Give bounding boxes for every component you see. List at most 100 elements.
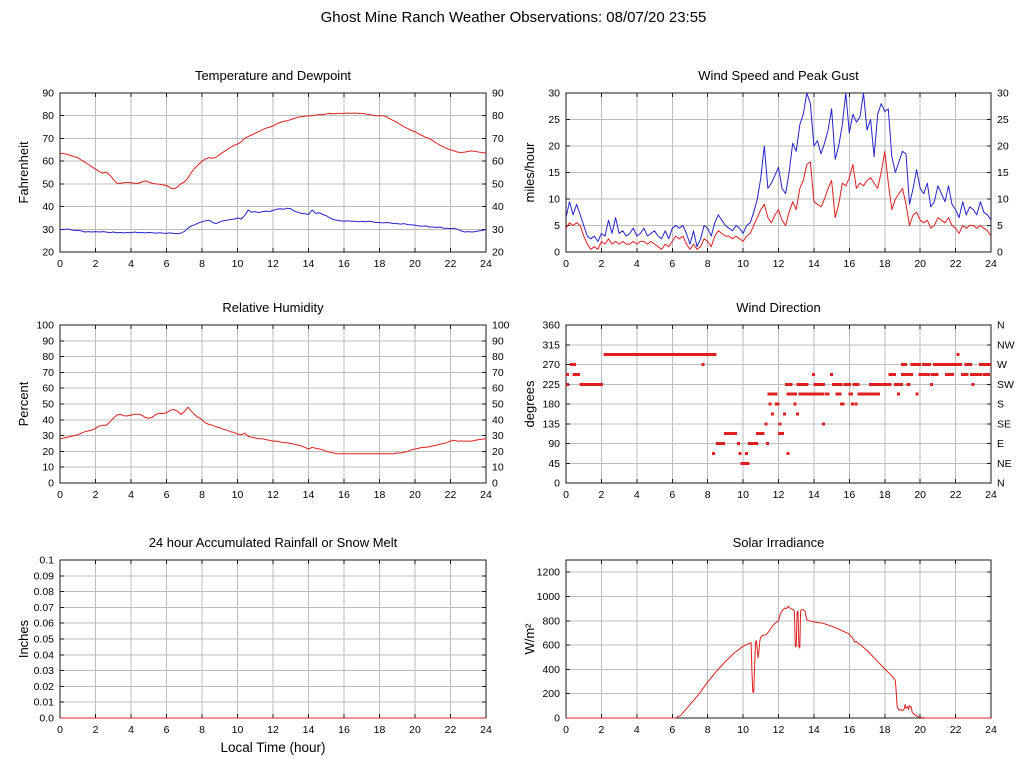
svg-text:80: 80 xyxy=(492,110,504,122)
svg-text:20: 20 xyxy=(548,141,560,153)
svg-text:6: 6 xyxy=(669,724,675,736)
svg-text:20: 20 xyxy=(492,446,504,458)
svg-text:50: 50 xyxy=(42,178,54,190)
svg-text:0: 0 xyxy=(554,247,560,259)
svg-text:0: 0 xyxy=(57,489,63,501)
svg-text:NW: NW xyxy=(997,339,1015,351)
svg-text:22: 22 xyxy=(445,724,457,736)
svg-text:4: 4 xyxy=(128,489,134,501)
svg-text:0.06: 0.06 xyxy=(34,618,55,630)
page-title: Ghost Mine Ranch Weather Observations: 0… xyxy=(320,9,707,26)
svg-text:0.1: 0.1 xyxy=(39,555,54,567)
wind-direction-chart-svg: 0 2 4 6 8 10 12 14 16 18 20 22 240459013518022527031… xyxy=(522,300,1015,501)
svg-text:10: 10 xyxy=(492,462,504,474)
relative-humidity-chart: 0 2 4 6 8 10 12 14 16 18 20 22 24 0 10 20 30 40 50 60 70 80 90… xyxy=(0,287,521,542)
svg-text:24: 24 xyxy=(985,489,997,501)
svg-text:20: 20 xyxy=(42,247,54,259)
svg-text:70: 70 xyxy=(42,133,54,145)
svg-text:10: 10 xyxy=(548,194,560,206)
svg-text:E: E xyxy=(997,438,1004,450)
svg-text:0.01: 0.01 xyxy=(34,697,55,709)
svg-text:20: 20 xyxy=(492,247,504,259)
svg-text:18: 18 xyxy=(879,489,891,501)
svg-text:30: 30 xyxy=(997,88,1009,100)
svg-text:SW: SW xyxy=(997,379,1014,391)
svg-text:30: 30 xyxy=(42,224,54,236)
svg-text:14: 14 xyxy=(303,724,315,736)
svg-text:12: 12 xyxy=(773,258,785,270)
svg-text:0.04: 0.04 xyxy=(34,649,55,661)
relative-humidity-chart-svg: 0 2 4 6 8 10 12 14 16 18 20 22 240102030405060708090… xyxy=(16,300,510,501)
svg-text:225: 225 xyxy=(542,379,560,391)
svg-text:0.05: 0.05 xyxy=(34,634,55,646)
svg-text:60: 60 xyxy=(42,156,54,168)
svg-text:14: 14 xyxy=(808,258,820,270)
svg-text:20: 20 xyxy=(409,258,421,270)
temperature-series xyxy=(60,112,486,190)
svg-text:50: 50 xyxy=(492,399,504,411)
svg-text:8: 8 xyxy=(705,724,711,736)
svg-text:135: 135 xyxy=(542,418,560,430)
svg-text:4: 4 xyxy=(128,724,134,736)
svg-text:10: 10 xyxy=(737,258,749,270)
svg-text:10: 10 xyxy=(997,194,1009,206)
svg-text:2: 2 xyxy=(93,489,99,501)
svg-text:24: 24 xyxy=(480,489,492,501)
svg-text:10: 10 xyxy=(737,489,749,501)
svg-text:NE: NE xyxy=(997,458,1012,470)
svg-text:4: 4 xyxy=(634,489,640,501)
temperature-dewpoint-chart: 0 2 4 6 8 10 12 14 16 18 20 22 24 20 30 40 50 60 70 80 90 20 3… xyxy=(0,55,521,310)
temperature-dewpoint-chart-title: Temperature and Dewpoint xyxy=(195,68,351,83)
svg-text:14: 14 xyxy=(808,724,820,736)
svg-text:6: 6 xyxy=(164,724,170,736)
svg-text:15: 15 xyxy=(548,167,560,179)
svg-text:0: 0 xyxy=(997,247,1003,259)
solar-series xyxy=(566,605,991,719)
svg-text:20: 20 xyxy=(997,141,1009,153)
svg-text:2: 2 xyxy=(598,489,604,501)
svg-text:8: 8 xyxy=(705,489,711,501)
svg-text:40: 40 xyxy=(42,414,54,426)
svg-text:8: 8 xyxy=(705,258,711,270)
svg-text:12: 12 xyxy=(267,258,279,270)
svg-text:16: 16 xyxy=(843,724,855,736)
svg-text:0: 0 xyxy=(57,258,63,270)
svg-text:20: 20 xyxy=(914,724,926,736)
svg-text:8: 8 xyxy=(199,258,205,270)
svg-text:70: 70 xyxy=(492,133,504,145)
svg-text:2: 2 xyxy=(93,724,99,736)
svg-text:70: 70 xyxy=(42,367,54,379)
wind-speed-gust-chart-title: Wind Speed and Peak Gust xyxy=(698,68,859,83)
svg-text:0.03: 0.03 xyxy=(34,665,55,677)
svg-text:0: 0 xyxy=(563,489,569,501)
svg-text:12: 12 xyxy=(267,489,279,501)
solar-irradiance-chart-svg: 0 2 4 6 8 10 12 14 16 18 20 22 240200400600800100012… xyxy=(522,535,997,736)
svg-text:18: 18 xyxy=(879,724,891,736)
svg-text:30: 30 xyxy=(492,430,504,442)
svg-text:10: 10 xyxy=(232,258,244,270)
svg-text:80: 80 xyxy=(492,351,504,363)
svg-text:0.08: 0.08 xyxy=(34,586,55,598)
wind-direction-chart: 0 2 4 6 8 10 12 14 16 18 20 22 24 0 45 90 135 180 225 270 31… xyxy=(506,287,1027,542)
svg-text:1200: 1200 xyxy=(537,567,561,579)
svg-text:6: 6 xyxy=(669,489,675,501)
svg-text:14: 14 xyxy=(303,258,315,270)
svg-text:0: 0 xyxy=(57,724,63,736)
svg-text:180: 180 xyxy=(542,399,560,411)
svg-text:12: 12 xyxy=(773,724,785,736)
solar-irradiance-chart-ylabel: W/m² xyxy=(522,623,537,655)
svg-text:0: 0 xyxy=(563,258,569,270)
svg-text:24: 24 xyxy=(985,724,997,736)
svg-text:10: 10 xyxy=(232,489,244,501)
svg-text:20: 20 xyxy=(409,489,421,501)
svg-text:10: 10 xyxy=(232,724,244,736)
svg-text:6: 6 xyxy=(669,258,675,270)
rainfall-chart-xlabel: Local Time (hour) xyxy=(220,740,325,755)
svg-text:0.02: 0.02 xyxy=(34,681,55,693)
humidity-series xyxy=(60,406,486,455)
relative-humidity-chart-ylabel: Percent xyxy=(16,381,31,426)
wind-direction-series xyxy=(566,353,991,465)
temperature-dewpoint-chart-ylabel: Fahrenheit xyxy=(16,141,31,204)
svg-text:4: 4 xyxy=(634,258,640,270)
